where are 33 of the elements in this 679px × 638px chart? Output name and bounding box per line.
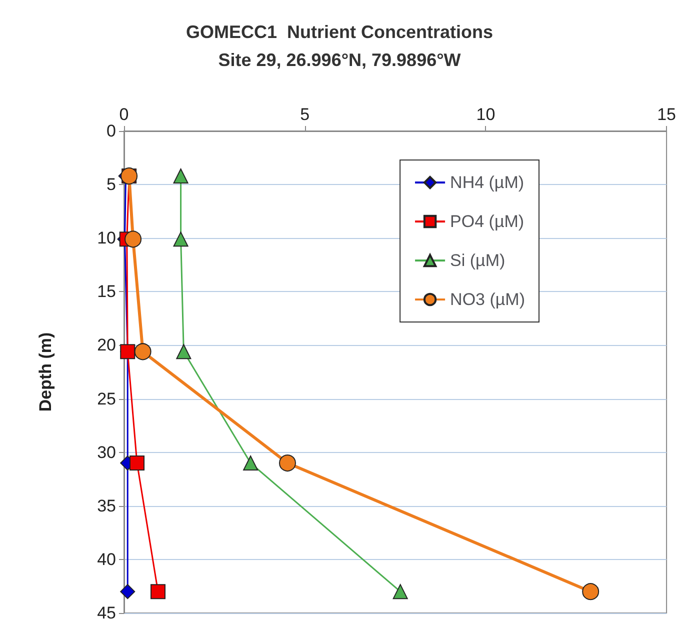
x-tick-label: 10 — [476, 105, 496, 124]
point — [392, 584, 408, 600]
y-tick-label: 10 — [97, 228, 116, 248]
chart-subtitle: Site 29, 26.996°N, 79.9896°W — [218, 50, 461, 70]
point — [176, 344, 192, 360]
y-tick-label: 5 — [106, 175, 116, 194]
legend-label: PO4 (µM) — [450, 212, 524, 231]
point — [279, 454, 296, 472]
x-tick-label: 15 — [657, 105, 676, 124]
y-tick-label: 15 — [97, 282, 116, 302]
point — [124, 230, 142, 248]
point — [582, 583, 600, 600]
legend-label: NO3 (µM) — [450, 290, 526, 309]
point — [150, 584, 166, 600]
x-tick-label: 0 — [119, 105, 129, 124]
y-axis-title: Depth (m) — [36, 332, 55, 412]
x-tick-label: 5 — [300, 105, 310, 124]
y-tick-label: 45 — [97, 604, 116, 622]
point — [243, 456, 258, 471]
legend-label: NH4 (µM) — [450, 173, 524, 192]
point — [134, 343, 152, 360]
y-tick-label: 0 — [106, 122, 116, 140]
y-tick-label: 25 — [97, 389, 116, 408]
y-tick-label: 20 — [97, 336, 116, 355]
point — [130, 456, 145, 471]
point — [173, 232, 188, 247]
y-tick-label: 35 — [97, 496, 116, 516]
y-tick-label: 40 — [97, 550, 116, 569]
point — [173, 168, 188, 184]
point — [120, 584, 136, 600]
legend-label: Si (µM) — [450, 251, 506, 270]
y-tick-label: 30 — [97, 442, 116, 462]
chart-title: GOMECC1 Nutrient Concentrations — [186, 22, 494, 42]
